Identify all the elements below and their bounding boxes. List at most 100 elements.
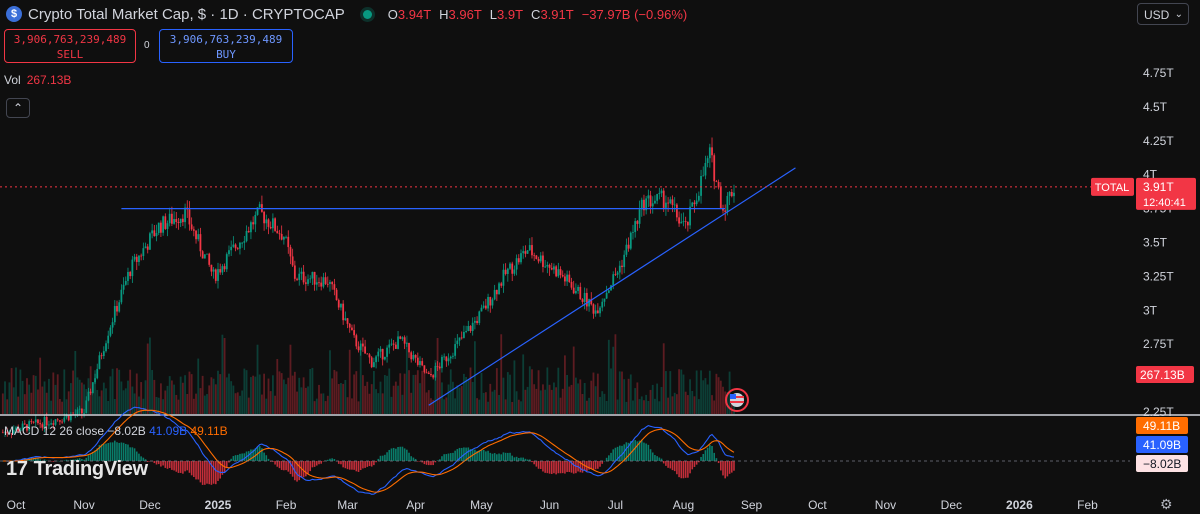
macd-histogram-bar bbox=[704, 450, 707, 461]
gear-icon[interactable]: ⚙ bbox=[1160, 496, 1173, 512]
macd-histogram-bar bbox=[261, 448, 263, 461]
candle bbox=[291, 248, 294, 267]
candle bbox=[410, 350, 413, 363]
volume-bar bbox=[289, 344, 292, 414]
volume-bar bbox=[517, 399, 520, 414]
sell-button[interactable]: 3,906,763,239,489 SELL bbox=[4, 29, 136, 63]
candle bbox=[221, 264, 224, 275]
macd-histogram-bar bbox=[272, 461, 274, 462]
macd-histogram-bar bbox=[689, 461, 691, 474]
candle bbox=[616, 270, 619, 278]
candle bbox=[247, 226, 250, 233]
candle bbox=[342, 300, 345, 325]
candle bbox=[164, 213, 167, 230]
candle bbox=[618, 260, 621, 280]
macd-histogram-bar bbox=[318, 461, 320, 465]
buy-label: BUY bbox=[216, 48, 236, 61]
macd-histogram-bar bbox=[373, 461, 375, 466]
candle bbox=[219, 263, 222, 275]
candle bbox=[542, 251, 544, 273]
macd-histogram-bar bbox=[526, 459, 529, 461]
volume-bar bbox=[708, 370, 711, 414]
candle bbox=[445, 356, 448, 367]
macd-histogram-bar bbox=[239, 453, 241, 461]
volume-bar bbox=[177, 399, 180, 414]
macd-histogram-bar bbox=[406, 449, 408, 461]
sell-price: 3,906,763,239,489 bbox=[13, 33, 127, 46]
volume-bar bbox=[219, 374, 222, 414]
candle bbox=[533, 252, 536, 261]
flag-event-icon[interactable] bbox=[725, 388, 749, 412]
candle bbox=[686, 221, 689, 232]
volume-bar bbox=[300, 387, 303, 414]
candle bbox=[502, 263, 505, 293]
volume-bar bbox=[489, 383, 492, 414]
candle bbox=[362, 337, 364, 352]
volume-bar bbox=[544, 389, 547, 414]
last-price-label[interactable]: 3.91T 12:40:41 bbox=[1136, 177, 1196, 210]
macd-histogram-bar bbox=[531, 461, 533, 463]
macd-histogram-bar bbox=[342, 461, 344, 468]
volume-bar bbox=[616, 399, 619, 414]
rising-trendline[interactable] bbox=[428, 167, 796, 406]
volume-bar bbox=[425, 392, 428, 414]
volume-bar bbox=[447, 384, 450, 414]
volume-bar bbox=[383, 375, 386, 414]
volume-bar bbox=[539, 390, 542, 414]
macd-histogram-bar bbox=[660, 458, 663, 461]
x-tick-label: 2026 bbox=[1006, 498, 1033, 512]
volume-bar bbox=[671, 396, 674, 414]
macd-histogram-bar bbox=[513, 457, 516, 461]
macd-histogram-bar bbox=[357, 461, 360, 472]
currency-select[interactable]: USD ⌄ bbox=[1137, 3, 1189, 25]
volume-bar bbox=[256, 344, 259, 414]
macd-histogram-bar bbox=[687, 461, 689, 478]
candle bbox=[348, 323, 351, 333]
candle bbox=[91, 382, 94, 396]
buy-button[interactable]: 3,906,763,239,489 BUY bbox=[159, 29, 293, 63]
volume-bar bbox=[603, 393, 606, 414]
volume-legend[interactable]: Vol 267.13B bbox=[4, 73, 72, 87]
volume-bar bbox=[662, 343, 665, 414]
candle bbox=[366, 353, 369, 355]
volume-bar bbox=[4, 381, 6, 414]
candle bbox=[645, 196, 648, 215]
candle bbox=[241, 241, 244, 248]
collapse-legend-button[interactable]: ⌃ bbox=[6, 98, 30, 118]
candle bbox=[122, 277, 125, 295]
macd-histogram-bar bbox=[70, 459, 72, 461]
chart-title[interactable]: Crypto Total Market Cap, $ · 1D · CRYPTO… bbox=[28, 5, 345, 23]
candle bbox=[94, 373, 96, 385]
volume-bar bbox=[353, 374, 356, 414]
tradingview-logo[interactable]: 17 TradingView bbox=[6, 458, 148, 480]
macd-histogram-bar bbox=[43, 459, 46, 461]
macd-histogram-bar bbox=[74, 459, 77, 461]
volume-bar bbox=[32, 375, 35, 414]
total-symbol-label[interactable]: TOTAL bbox=[1091, 177, 1134, 196]
macd-histogram-bar bbox=[56, 460, 59, 462]
macd-histogram-bar bbox=[175, 461, 178, 472]
volume-bar bbox=[280, 373, 283, 414]
macd-histogram-bar bbox=[421, 461, 423, 463]
candle bbox=[665, 195, 667, 216]
candle bbox=[359, 340, 362, 356]
volume-bar bbox=[465, 376, 468, 414]
volume-bar bbox=[274, 395, 276, 414]
macd-histogram-bar bbox=[399, 446, 402, 461]
candle bbox=[388, 339, 391, 354]
volume-bar bbox=[669, 371, 672, 414]
volume-bar bbox=[214, 384, 217, 414]
x-tick-label: Jun bbox=[540, 498, 559, 512]
macd-legend[interactable]: MACD 12 26 close −8.02B 41.09B 49.11B bbox=[4, 424, 228, 438]
candle bbox=[109, 325, 112, 338]
volume-bar bbox=[419, 383, 421, 414]
market-status-icon[interactable] bbox=[362, 9, 372, 19]
candle bbox=[89, 388, 92, 396]
volume-bar bbox=[65, 399, 68, 414]
candle bbox=[39, 419, 42, 429]
y-tick-label: 4.25T bbox=[1143, 134, 1174, 148]
volume-bar bbox=[572, 346, 575, 414]
candle bbox=[383, 356, 386, 361]
candle bbox=[232, 236, 235, 248]
